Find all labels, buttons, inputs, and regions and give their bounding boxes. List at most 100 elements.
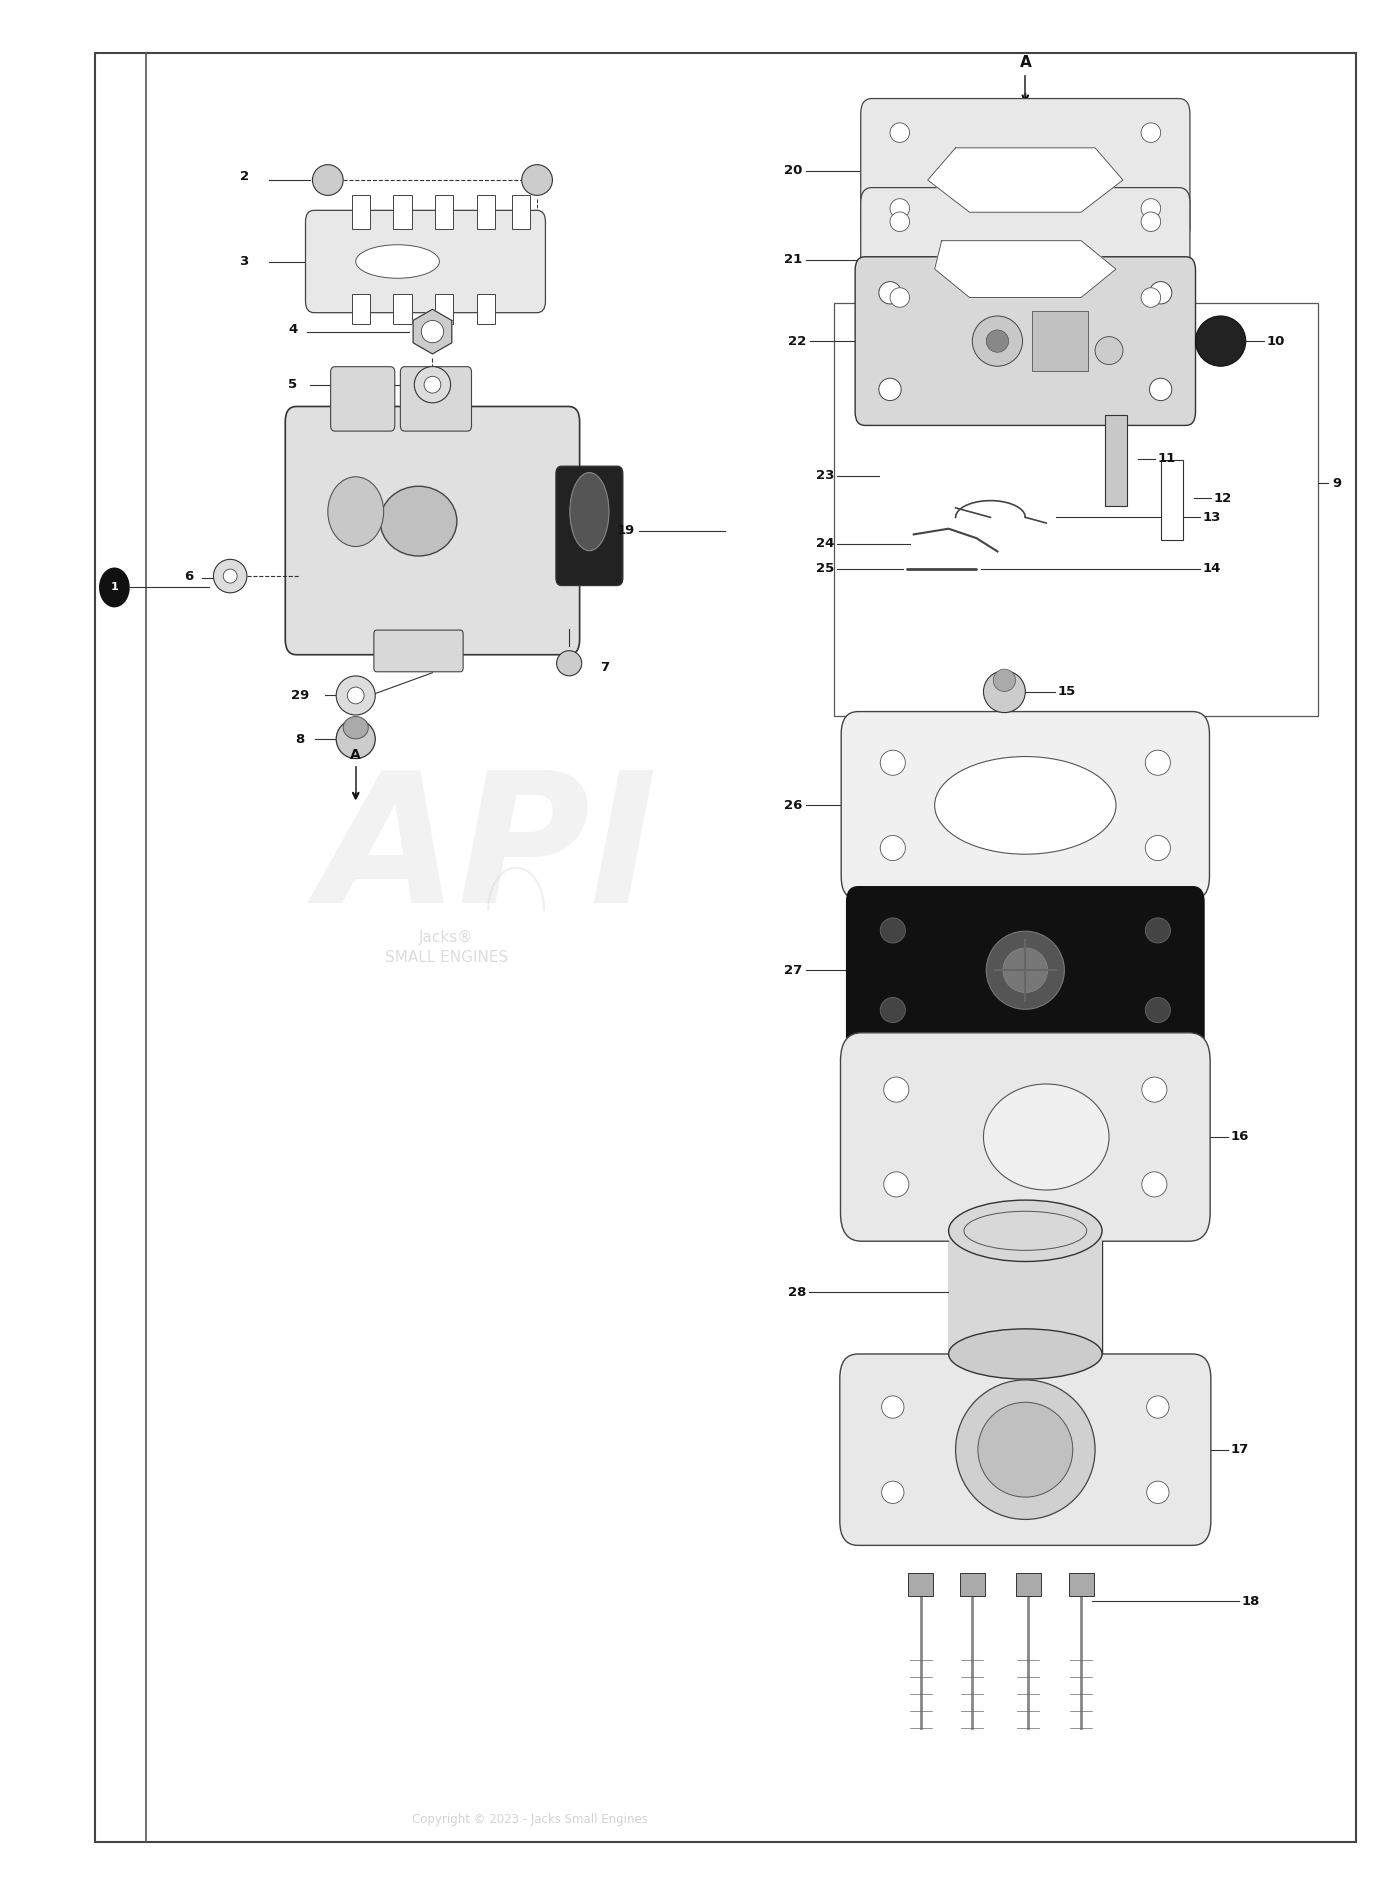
Ellipse shape xyxy=(1145,917,1170,944)
Ellipse shape xyxy=(890,123,910,142)
Bar xyxy=(393,195,412,229)
FancyBboxPatch shape xyxy=(400,368,472,432)
Ellipse shape xyxy=(213,559,247,593)
FancyBboxPatch shape xyxy=(841,713,1209,900)
Bar xyxy=(477,294,495,324)
Ellipse shape xyxy=(879,282,901,303)
Ellipse shape xyxy=(978,1402,1073,1497)
Ellipse shape xyxy=(336,720,375,758)
Ellipse shape xyxy=(880,750,905,775)
Ellipse shape xyxy=(569,472,608,551)
Text: 28: 28 xyxy=(788,1287,806,1298)
Bar xyxy=(949,1232,1102,1353)
Text: 21: 21 xyxy=(784,254,802,265)
Bar xyxy=(834,303,1318,716)
Text: Jacks®
SMALL ENGINES: Jacks® SMALL ENGINES xyxy=(385,930,508,965)
Ellipse shape xyxy=(935,756,1116,855)
Ellipse shape xyxy=(890,199,910,218)
Text: 23: 23 xyxy=(816,470,834,481)
Ellipse shape xyxy=(880,836,905,860)
Ellipse shape xyxy=(1145,997,1170,1023)
Ellipse shape xyxy=(880,997,905,1023)
Ellipse shape xyxy=(424,377,441,392)
Ellipse shape xyxy=(880,917,905,944)
Ellipse shape xyxy=(884,1171,908,1198)
Ellipse shape xyxy=(993,669,1016,692)
Ellipse shape xyxy=(1196,316,1246,366)
Text: A: A xyxy=(1020,55,1031,70)
Ellipse shape xyxy=(343,716,368,739)
Ellipse shape xyxy=(1141,212,1161,231)
Ellipse shape xyxy=(986,930,1064,1010)
Bar xyxy=(1105,415,1127,506)
Ellipse shape xyxy=(312,165,343,195)
Bar xyxy=(960,1573,985,1596)
Ellipse shape xyxy=(287,614,319,646)
Ellipse shape xyxy=(522,165,552,195)
Bar xyxy=(393,294,412,324)
Text: 3: 3 xyxy=(240,256,248,267)
Ellipse shape xyxy=(336,677,375,714)
Ellipse shape xyxy=(379,487,458,555)
FancyBboxPatch shape xyxy=(855,258,1196,426)
Bar xyxy=(1161,460,1183,540)
Text: 24: 24 xyxy=(816,538,834,550)
Bar xyxy=(512,195,530,229)
Ellipse shape xyxy=(949,1200,1102,1262)
FancyBboxPatch shape xyxy=(840,1033,1209,1241)
Ellipse shape xyxy=(414,366,451,404)
FancyBboxPatch shape xyxy=(861,99,1190,243)
Ellipse shape xyxy=(328,478,384,546)
Ellipse shape xyxy=(884,1076,908,1103)
FancyBboxPatch shape xyxy=(861,188,1190,332)
Polygon shape xyxy=(413,309,452,354)
Ellipse shape xyxy=(1141,1171,1166,1198)
Text: 11: 11 xyxy=(1158,453,1176,464)
Ellipse shape xyxy=(1147,1397,1169,1417)
Text: 6: 6 xyxy=(184,570,193,582)
Ellipse shape xyxy=(557,650,582,677)
Ellipse shape xyxy=(1141,123,1161,142)
Ellipse shape xyxy=(518,415,550,447)
Ellipse shape xyxy=(287,415,319,447)
Text: 22: 22 xyxy=(788,335,806,347)
Ellipse shape xyxy=(1149,282,1172,303)
Text: API: API xyxy=(318,766,658,940)
Bar xyxy=(1069,1573,1094,1596)
Ellipse shape xyxy=(1141,1076,1166,1103)
Ellipse shape xyxy=(986,330,1009,352)
Text: 7: 7 xyxy=(600,661,610,673)
Text: A: A xyxy=(350,749,361,762)
Bar xyxy=(908,1573,933,1596)
Bar xyxy=(352,195,370,229)
Ellipse shape xyxy=(421,320,444,343)
Text: 20: 20 xyxy=(784,165,802,176)
Text: 16: 16 xyxy=(1230,1131,1249,1143)
FancyBboxPatch shape xyxy=(331,368,395,432)
FancyBboxPatch shape xyxy=(847,887,1204,1054)
Ellipse shape xyxy=(949,1328,1102,1380)
Text: 27: 27 xyxy=(784,965,802,976)
Text: 25: 25 xyxy=(816,563,834,574)
Bar xyxy=(1032,311,1088,371)
Ellipse shape xyxy=(1147,1482,1169,1503)
Ellipse shape xyxy=(1095,337,1123,364)
Text: 10: 10 xyxy=(1267,335,1285,347)
FancyBboxPatch shape xyxy=(285,407,580,656)
Text: 29: 29 xyxy=(290,690,310,701)
Bar xyxy=(477,195,495,229)
Text: 4: 4 xyxy=(289,324,297,335)
Ellipse shape xyxy=(1149,379,1172,400)
Ellipse shape xyxy=(1003,948,1048,993)
Ellipse shape xyxy=(1141,288,1161,307)
Ellipse shape xyxy=(890,288,910,307)
FancyBboxPatch shape xyxy=(374,629,463,673)
Ellipse shape xyxy=(972,316,1023,366)
FancyBboxPatch shape xyxy=(840,1353,1211,1546)
Ellipse shape xyxy=(356,244,439,279)
Text: 26: 26 xyxy=(784,800,802,811)
Ellipse shape xyxy=(223,568,237,584)
Ellipse shape xyxy=(983,1084,1109,1190)
Ellipse shape xyxy=(882,1482,904,1503)
Text: 5: 5 xyxy=(289,379,297,390)
